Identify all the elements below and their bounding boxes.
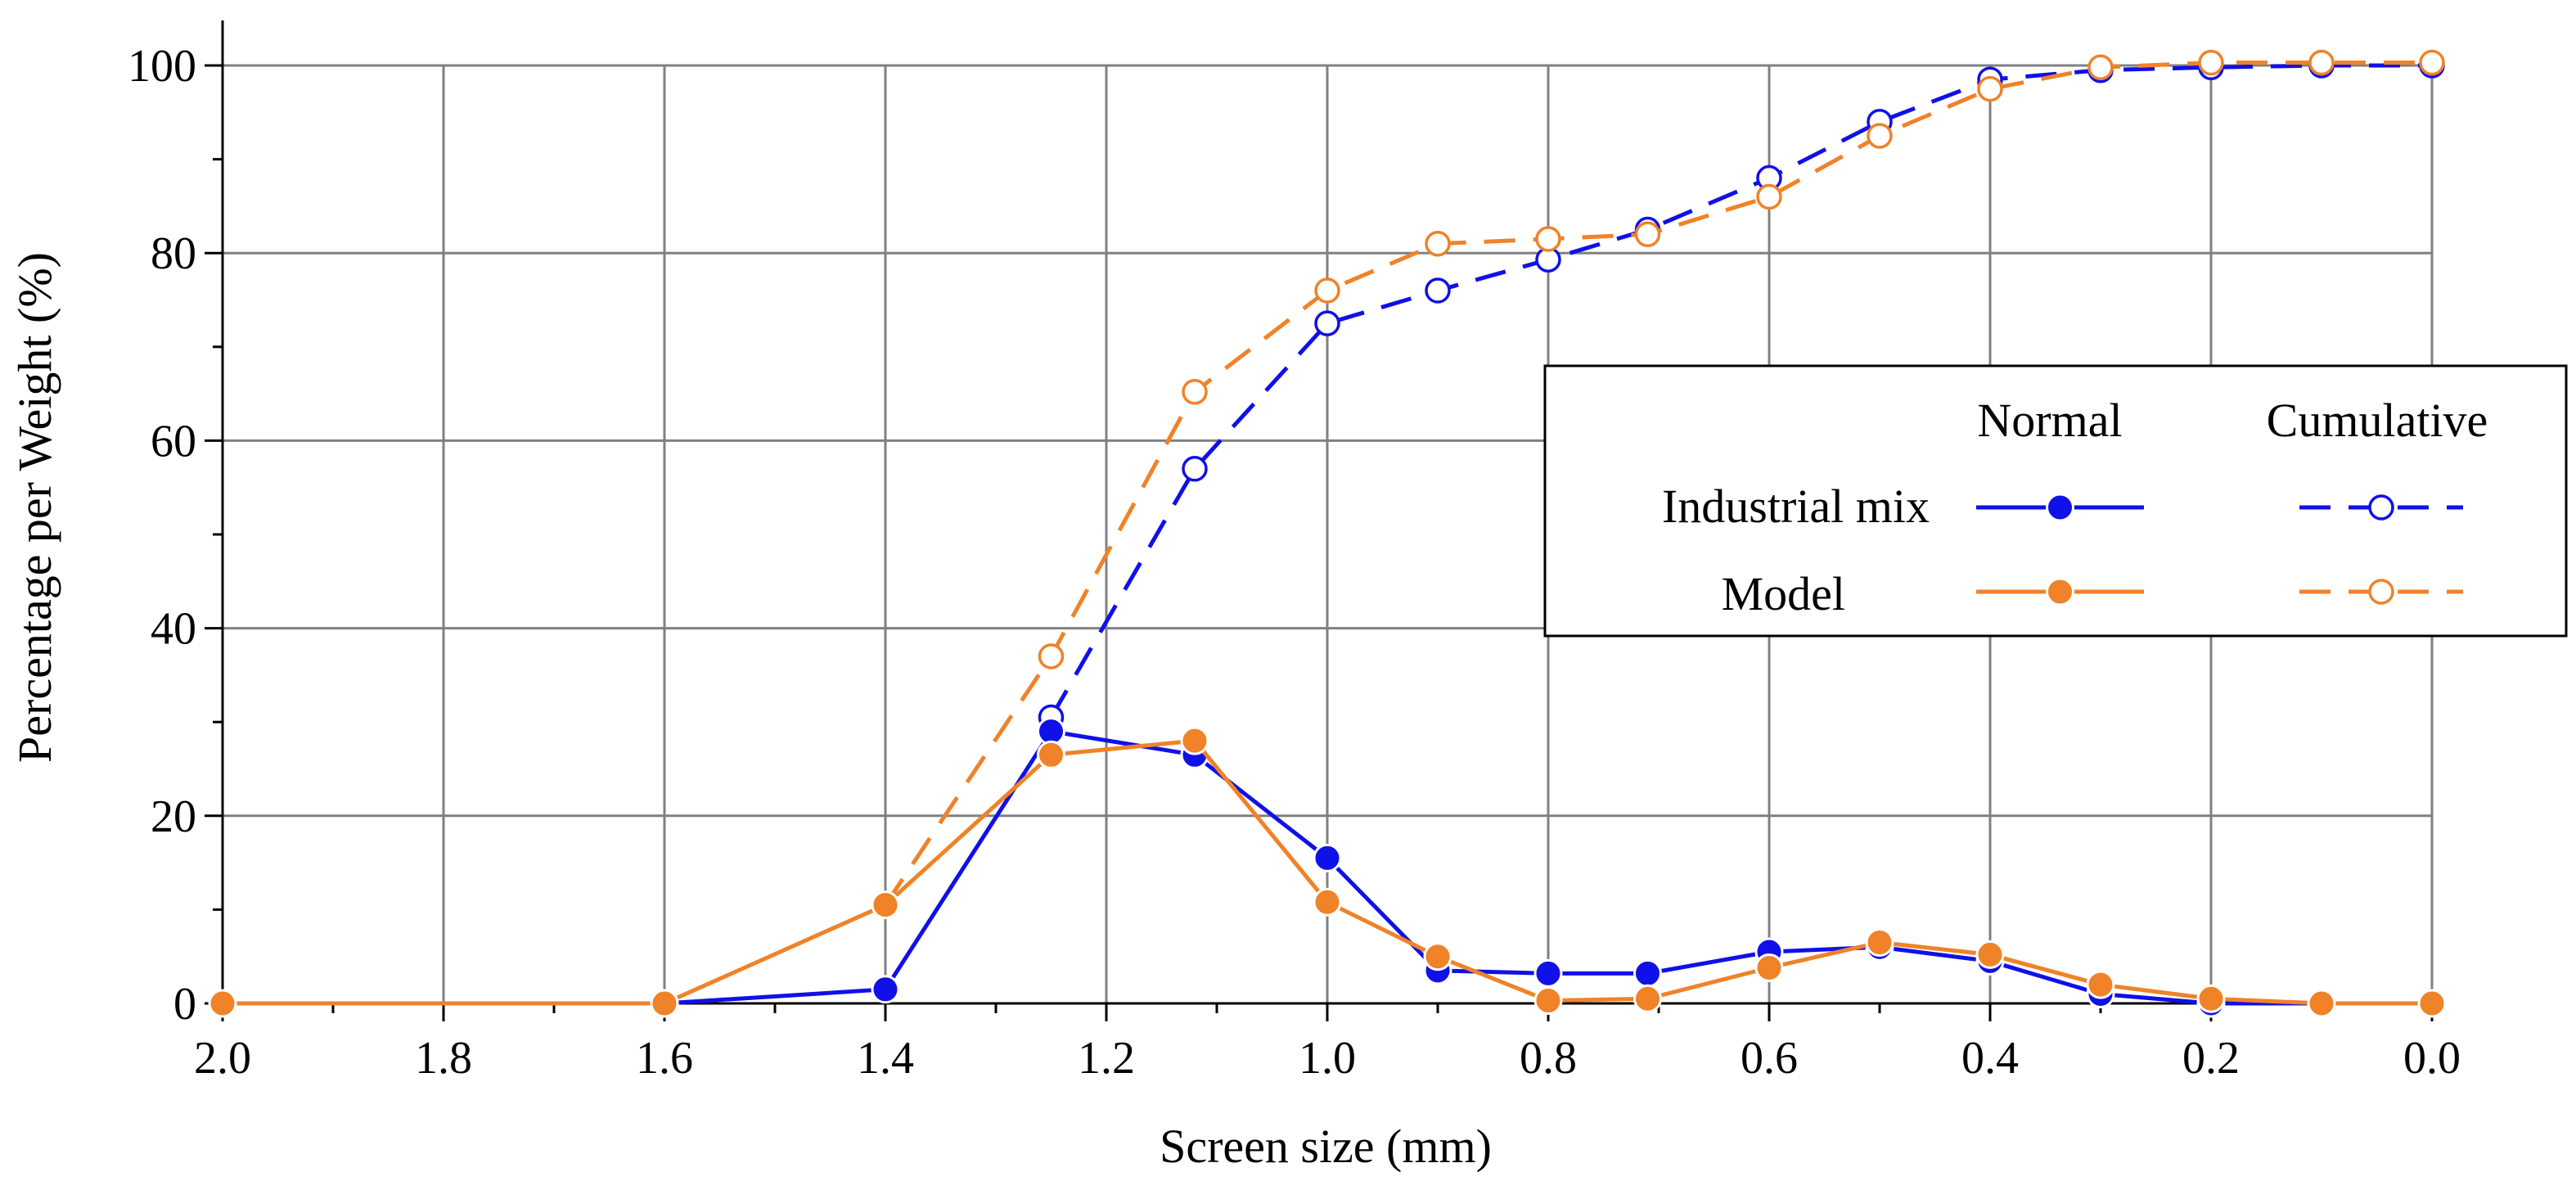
x-axis-title: Screen size (mm) bbox=[1160, 1120, 1492, 1173]
data-point bbox=[1182, 379, 1208, 405]
legend-header-normal: Normal bbox=[1977, 394, 2122, 447]
data-point bbox=[1313, 843, 1342, 872]
y-tick-label: 20 bbox=[151, 791, 196, 842]
x-tick-label: 1.0 bbox=[1299, 1033, 1356, 1084]
data-point bbox=[1425, 277, 1451, 304]
legend-swatch-marker bbox=[2046, 493, 2074, 522]
data-point bbox=[1533, 958, 1563, 988]
data-point bbox=[1754, 953, 1784, 982]
legend-header-cumulative: Cumulative bbox=[2267, 394, 2488, 447]
series-line bbox=[223, 738, 2432, 1006]
x-tick-label: 2.0 bbox=[194, 1033, 251, 1084]
legend-swatch-marker bbox=[2046, 577, 2074, 606]
x-tick-label: 1.2 bbox=[1078, 1033, 1135, 1084]
data-point bbox=[871, 975, 900, 1004]
x-tick-label: 1.4 bbox=[857, 1033, 914, 1084]
x-tick-label: 0.8 bbox=[1520, 1033, 1577, 1084]
series-model-normal bbox=[208, 726, 2447, 1018]
legend-swatches bbox=[1976, 493, 2463, 606]
x-tick-label: 0.6 bbox=[1741, 1033, 1798, 1084]
y-tick-label: 60 bbox=[151, 416, 196, 467]
data-point bbox=[650, 989, 679, 1018]
legend-label-model: Model bbox=[1722, 567, 1845, 620]
legend-swatch-marker bbox=[2368, 579, 2394, 605]
data-point bbox=[1865, 928, 1894, 958]
data-point bbox=[1425, 230, 1451, 257]
data-point bbox=[2087, 54, 2114, 81]
data-point bbox=[1756, 183, 1782, 210]
data-point bbox=[1867, 123, 1893, 149]
y-axis-title: Percentage per Weight (%) bbox=[8, 252, 61, 763]
y-tick-label: 40 bbox=[151, 604, 196, 655]
data-point bbox=[871, 890, 900, 920]
y-tick-label: 80 bbox=[151, 228, 196, 279]
data-point bbox=[1977, 75, 2003, 102]
x-tick-label: 0.2 bbox=[2182, 1033, 2240, 1084]
data-point bbox=[1038, 643, 1065, 669]
data-point bbox=[1633, 958, 1662, 988]
axes: 2.0 1.8 1.6 1.4 1.2 1.0 0.8 0.6 0.4 0.2 0.0 0 20 40 60… bbox=[128, 20, 2461, 1084]
series-line bbox=[883, 61, 2432, 907]
data-point bbox=[2417, 989, 2447, 1018]
data-point bbox=[1182, 456, 1208, 482]
y-tick-label: 100 bbox=[128, 41, 196, 92]
data-point bbox=[2307, 989, 2336, 1018]
data-point bbox=[1423, 942, 1452, 971]
data-point bbox=[1180, 726, 1209, 755]
data-point bbox=[1633, 984, 1662, 1013]
x-tick-label: 0.4 bbox=[1961, 1033, 2019, 1084]
data-point bbox=[1314, 277, 1340, 304]
data-point bbox=[1533, 986, 1563, 1016]
y-tick-label: 0 bbox=[173, 979, 196, 1030]
data-point bbox=[2308, 49, 2335, 76]
data-point bbox=[1634, 221, 1661, 248]
plot-series bbox=[208, 49, 2447, 1018]
data-point bbox=[1975, 940, 2005, 969]
x-tick-label: 1.8 bbox=[415, 1033, 472, 1084]
data-point bbox=[1535, 226, 1561, 252]
data-point bbox=[2419, 49, 2445, 76]
data-point bbox=[1314, 310, 1340, 336]
data-point bbox=[1037, 740, 1065, 769]
data-point bbox=[208, 989, 237, 1018]
data-point bbox=[2086, 970, 2115, 999]
data-point bbox=[2198, 49, 2224, 76]
x-tick-label: 0.0 bbox=[2403, 1033, 2461, 1084]
legend: Normal Cumulative Industrial mix Model bbox=[1543, 364, 2568, 638]
legend-label-industrial-mix: Industrial mix bbox=[1662, 480, 1930, 533]
data-point bbox=[2196, 984, 2226, 1013]
legend-swatch-marker bbox=[2368, 494, 2394, 521]
data-point bbox=[1313, 887, 1342, 917]
x-tick-label: 1.6 bbox=[636, 1033, 693, 1084]
